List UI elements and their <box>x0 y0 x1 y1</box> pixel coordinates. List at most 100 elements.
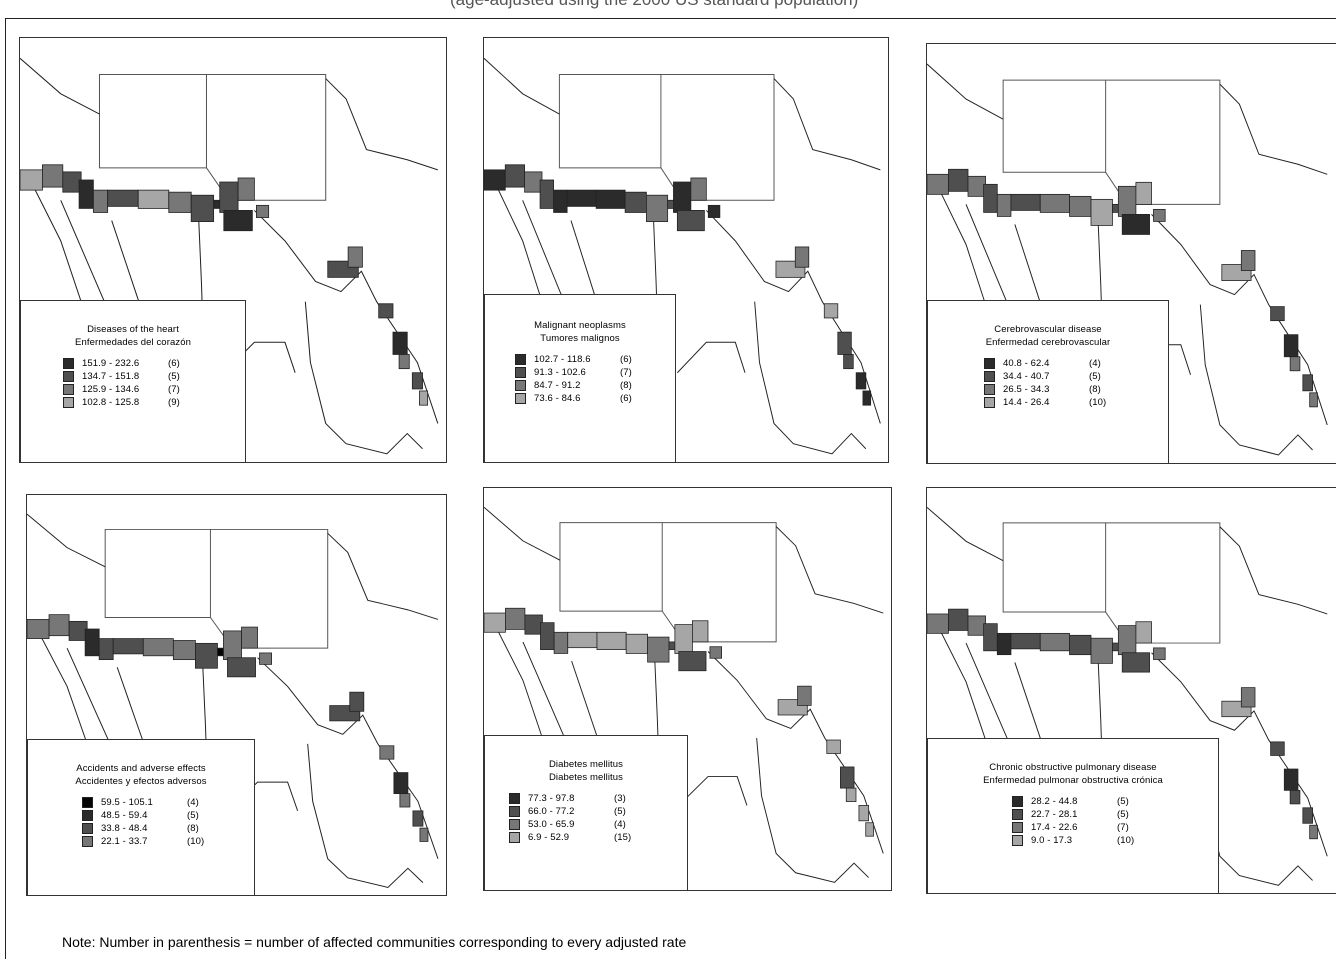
header-fragment: (age-adjusted using the 2000 US standard… <box>0 0 1336 14</box>
map-municipality <box>107 189 139 207</box>
legend-count: (5) <box>187 810 199 821</box>
map-municipality <box>349 691 365 712</box>
legend-title-es: Enfermedad pulmonar obstructiva crónica <box>983 775 1163 786</box>
legend-row: 84.7 - 91.2 (8) <box>515 379 675 392</box>
map-municipality <box>419 827 429 842</box>
legend-accidents: Accidents and adverse effects Accidentes… <box>27 739 255 895</box>
legend-range: 26.5 - 34.3 <box>1003 384 1050 395</box>
map-municipality <box>678 651 707 672</box>
map-municipality <box>1090 198 1113 226</box>
legend-range: 91.3 - 102.6 <box>534 367 586 378</box>
legend-row: 14.4 - 26.4 (10) <box>984 396 1168 409</box>
legend-row: 6.9 - 52.9 (15) <box>509 831 687 844</box>
map-panel-copd: Chronic obstructive pulmonary disease En… <box>926 487 1336 894</box>
map-municipality <box>1069 195 1092 217</box>
map-municipality <box>1153 647 1166 660</box>
map-municipality <box>379 745 395 760</box>
legend-range: 59.5 - 105.1 <box>101 797 153 808</box>
legend-swatch <box>1012 822 1023 833</box>
map-municipality <box>484 612 506 633</box>
figure-frame <box>5 18 1336 959</box>
legend-row: 48.5 - 59.4 (5) <box>82 809 254 822</box>
legend-count: (5) <box>168 371 180 382</box>
map-municipality <box>967 175 986 197</box>
legend-count: (6) <box>620 354 632 365</box>
map-municipality <box>1302 807 1313 824</box>
map-municipality <box>1283 768 1299 791</box>
map-municipality <box>1090 637 1113 664</box>
map-municipality <box>78 179 94 209</box>
legend-title-es: Diabetes mellitus <box>548 772 624 783</box>
legend-swatch <box>63 358 74 369</box>
map-municipality <box>190 194 215 222</box>
legend-row: 91.3 - 102.6 (7) <box>515 366 675 379</box>
footnote: Note: Number in parenthesis = number of … <box>62 934 687 950</box>
map-municipality <box>1117 625 1137 656</box>
legend-swatch <box>1012 835 1023 846</box>
map-neoplasms <box>484 57 881 455</box>
map-geometry <box>927 507 1328 886</box>
map-municipality <box>996 632 1012 656</box>
legend-count: (10) <box>1117 835 1135 846</box>
legend-range: 134.7 - 151.8 <box>82 371 140 382</box>
legend-range: 40.8 - 62.4 <box>1003 358 1050 369</box>
legend-range: 66.0 - 77.2 <box>528 806 575 817</box>
legend-row: 28.2 - 44.8 (5) <box>1012 795 1218 808</box>
legend-swatch <box>82 797 93 808</box>
legend-swatch <box>515 380 526 391</box>
map-municipality <box>1240 250 1256 271</box>
map-municipality <box>676 210 705 232</box>
map-municipality <box>948 608 969 631</box>
map-municipality <box>1270 741 1285 756</box>
map-municipality <box>219 181 239 213</box>
map-municipality <box>596 631 627 650</box>
legend-count: (3) <box>614 793 626 804</box>
map-municipality <box>68 620 88 641</box>
map-municipality <box>826 739 841 754</box>
legend-title-es: Enfermedad cerebrovascular <box>985 337 1111 348</box>
legend-row: 22.7 - 28.1 (5) <box>1012 808 1218 821</box>
legend-title-en: Accidents and adverse effects <box>76 763 206 774</box>
map-municipality <box>553 631 569 654</box>
legend-swatch <box>515 367 526 378</box>
map-municipality <box>845 787 857 802</box>
legend-swatch <box>984 384 995 395</box>
map-municipality <box>692 620 709 643</box>
legend-range: 102.7 - 118.6 <box>534 354 591 365</box>
map-municipality <box>98 638 114 661</box>
legend-title-en: Cerebrovascular disease <box>994 324 1102 335</box>
legend-count: (8) <box>1089 384 1101 395</box>
map-municipality <box>20 169 43 191</box>
legend-range: 102.8 - 125.8 <box>82 397 140 408</box>
map-municipality <box>865 822 874 837</box>
map-municipality <box>690 177 707 201</box>
map-municipality <box>1283 334 1299 358</box>
legend-count: (9) <box>168 397 180 408</box>
map-municipality <box>996 193 1012 217</box>
legend-neoplasms: Malignant neoplasms Tumores malignos 102… <box>484 294 676 462</box>
legend-row: 73.6 - 84.6 (6) <box>515 392 675 405</box>
legend-count: (5) <box>1089 371 1101 382</box>
map-municipality <box>1121 652 1150 673</box>
map-municipality <box>837 331 852 355</box>
legend-range: 53.0 - 65.9 <box>528 819 575 830</box>
map-municipality <box>227 657 256 678</box>
map-municipality <box>194 642 218 669</box>
map-municipality <box>92 189 109 213</box>
map-municipality <box>858 805 870 822</box>
map-municipality <box>256 204 270 218</box>
map-municipality <box>1309 392 1318 408</box>
map-panel-cerebrovascular: Cerebrovascular disease Enfermedad cereb… <box>926 43 1336 464</box>
legend-cerebrovascular: Cerebrovascular disease Enfermedad cereb… <box>927 300 1169 463</box>
map-municipality <box>399 793 411 808</box>
legend-swatch <box>984 397 995 408</box>
map-municipality <box>237 177 255 201</box>
map-municipality <box>1135 621 1152 644</box>
map-municipality <box>1121 214 1150 235</box>
legend-count: (5) <box>1117 809 1129 820</box>
legend-count: (10) <box>1089 397 1107 408</box>
map-municipality <box>840 766 855 789</box>
map-municipality <box>862 390 872 406</box>
map-municipality <box>1069 634 1092 656</box>
map-municipality <box>393 772 409 795</box>
